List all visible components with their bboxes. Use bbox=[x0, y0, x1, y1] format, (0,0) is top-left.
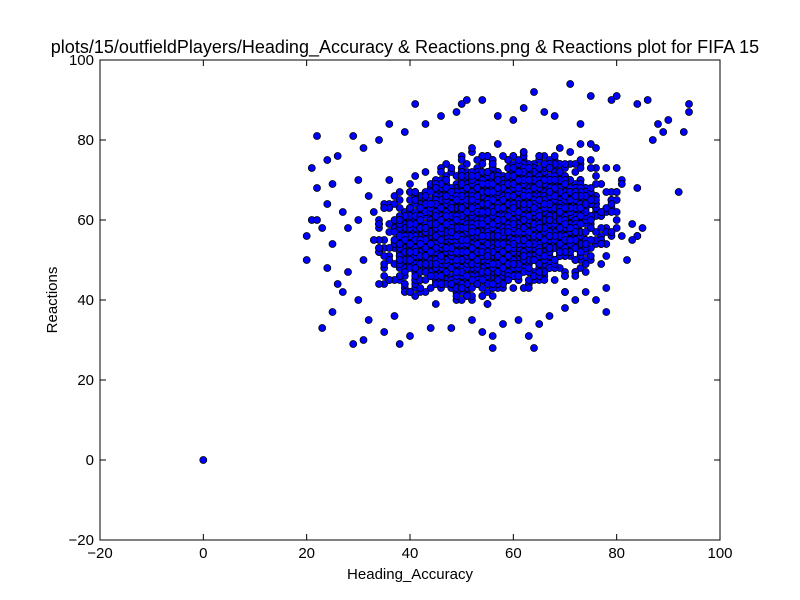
data-point bbox=[421, 168, 430, 176]
data-point bbox=[421, 252, 430, 260]
data-point bbox=[602, 252, 611, 260]
data-point bbox=[586, 140, 595, 148]
data-point bbox=[375, 280, 383, 288]
data-point bbox=[400, 268, 409, 276]
data-point bbox=[369, 208, 378, 216]
chart-title: plots/15/outfieldPlayers/Heading_Accurac… bbox=[51, 37, 759, 58]
data-point bbox=[540, 276, 549, 284]
data-point bbox=[612, 208, 621, 216]
data-point bbox=[447, 164, 456, 172]
data-point bbox=[597, 208, 606, 216]
data-point bbox=[586, 236, 595, 244]
data-point bbox=[592, 144, 600, 152]
data-point bbox=[592, 180, 600, 188]
data-point bbox=[426, 284, 435, 292]
data-point bbox=[524, 276, 533, 284]
data-point bbox=[633, 184, 642, 192]
data-point bbox=[592, 228, 600, 236]
data-point bbox=[540, 160, 549, 168]
data-point bbox=[581, 268, 590, 276]
data-point bbox=[411, 272, 420, 280]
data-point bbox=[380, 272, 389, 280]
data-point bbox=[504, 156, 513, 164]
data-point bbox=[602, 164, 611, 172]
data-point bbox=[390, 228, 399, 236]
data-point bbox=[390, 200, 399, 208]
data-point bbox=[385, 220, 394, 228]
data-point bbox=[576, 140, 585, 148]
data-point bbox=[411, 172, 420, 180]
data-point bbox=[354, 216, 363, 224]
data-point bbox=[566, 148, 575, 156]
data-point bbox=[540, 176, 549, 184]
data-point bbox=[369, 236, 378, 244]
data-point bbox=[462, 160, 471, 168]
data-point bbox=[571, 168, 580, 176]
data-point bbox=[576, 156, 585, 164]
data-point bbox=[581, 260, 590, 268]
data-point bbox=[452, 292, 461, 300]
data-point bbox=[380, 252, 389, 260]
data-point bbox=[390, 236, 399, 244]
data-point bbox=[555, 144, 564, 152]
data-point bbox=[442, 160, 451, 168]
data-point bbox=[586, 164, 595, 172]
data-point bbox=[395, 272, 404, 280]
data-point bbox=[462, 292, 471, 300]
data-point bbox=[612, 196, 621, 204]
data-point bbox=[499, 152, 507, 160]
data-point bbox=[628, 220, 637, 228]
data-point bbox=[597, 260, 606, 268]
data-point bbox=[576, 164, 585, 172]
data-point bbox=[617, 180, 626, 188]
data-point bbox=[385, 256, 394, 264]
data-point bbox=[478, 284, 487, 292]
data-point bbox=[431, 300, 440, 308]
data-point bbox=[612, 224, 621, 232]
data-point bbox=[592, 172, 600, 180]
scatter-markers bbox=[199, 80, 693, 464]
data-point bbox=[468, 144, 476, 152]
data-point bbox=[612, 164, 621, 172]
data-point bbox=[478, 160, 487, 168]
data-point bbox=[524, 284, 533, 292]
data-point bbox=[602, 188, 611, 196]
data-point bbox=[359, 256, 368, 264]
data-point bbox=[576, 264, 585, 272]
data-point bbox=[395, 188, 404, 196]
data-point bbox=[473, 156, 482, 164]
data-point bbox=[586, 224, 595, 232]
data-point bbox=[509, 284, 518, 292]
data-point bbox=[390, 192, 399, 200]
data-point bbox=[586, 184, 595, 192]
data-point bbox=[380, 260, 389, 268]
data-point bbox=[457, 296, 466, 304]
data-point bbox=[400, 280, 409, 288]
data-point bbox=[602, 204, 611, 212]
data-point bbox=[468, 284, 476, 292]
data-point bbox=[493, 140, 502, 148]
data-point bbox=[488, 292, 497, 300]
data-point bbox=[483, 288, 492, 296]
data-point bbox=[457, 156, 466, 164]
data-point bbox=[411, 292, 420, 300]
data-point bbox=[597, 224, 606, 232]
data-point bbox=[555, 168, 564, 176]
data-point bbox=[426, 188, 435, 196]
